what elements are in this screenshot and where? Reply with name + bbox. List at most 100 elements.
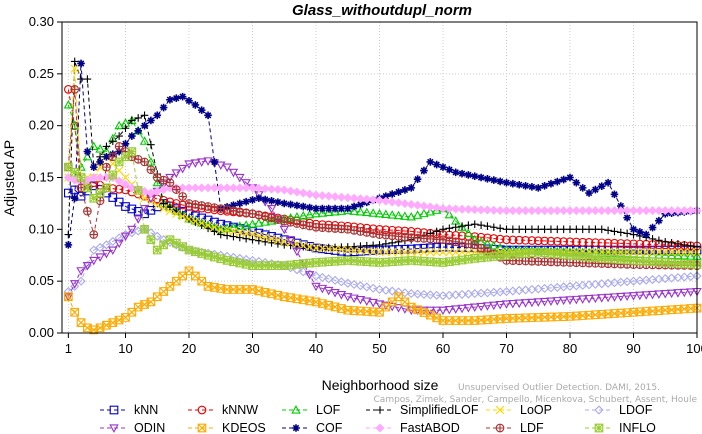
- data-point-ldof: [457, 289, 467, 300]
- data-point-ldof: [451, 290, 461, 300]
- data-point-simplifiedlof: [83, 75, 92, 83]
- data-point-fastabod: [190, 183, 200, 193]
- data-point-fastabod: [241, 183, 251, 193]
- data-point-cof: [642, 230, 650, 239]
- data-point-cof: [464, 171, 473, 179]
- data-point-lof: [463, 228, 474, 238]
- data-point-loop: [622, 247, 632, 257]
- data-point-ldof: [476, 288, 486, 298]
- data-point-cof: [407, 184, 416, 192]
- x-tick-label: 30: [245, 341, 259, 356]
- series-knnw: [63, 85, 702, 251]
- data-point-simplifiedlof: [363, 241, 371, 250]
- data-point-loop: [159, 204, 168, 213]
- legend-label: ODIN: [134, 421, 165, 434]
- data-point-loop: [635, 247, 645, 257]
- data-point-simplifiedlof: [578, 225, 587, 234]
- data-point-ldof: [311, 271, 321, 281]
- data-point-fastabod: [336, 192, 346, 202]
- data-point-knnw: [578, 237, 588, 247]
- data-point-simplifiedlof: [610, 227, 619, 236]
- data-point-loop: [438, 247, 448, 257]
- data-point-simplifiedlof: [540, 225, 549, 234]
- data-point-fastabod: [508, 206, 518, 216]
- data-point-cof: [331, 204, 339, 213]
- data-point-fastabod: [286, 186, 296, 196]
- data-point-loop: [686, 247, 695, 257]
- data-point-ldof: [89, 245, 99, 255]
- data-point-simplifiedlof: [534, 225, 543, 234]
- data-point-cof: [286, 200, 295, 209]
- data-point-loop: [356, 246, 365, 256]
- data-point-fastabod: [222, 183, 232, 193]
- data-point-ldf: [165, 178, 175, 188]
- data-point-knnw: [603, 238, 613, 248]
- legend-label: LoOP: [520, 403, 552, 417]
- x-tick-label: 90: [626, 341, 640, 356]
- data-point-cof: [64, 241, 73, 249]
- data-point-cof: [515, 180, 523, 189]
- data-point-fastabod: [590, 206, 600, 216]
- data-point-fastabod: [540, 206, 550, 216]
- data-point-fastabod: [209, 183, 219, 193]
- data-point-simplifiedlof: [483, 222, 492, 231]
- series-inflo: [64, 147, 702, 270]
- data-point-loop: [203, 220, 213, 230]
- data-point-simplifiedlof: [369, 241, 377, 250]
- data-point-cof: [401, 186, 409, 194]
- data-point-odin: [292, 247, 302, 257]
- data-point-inflo: [457, 255, 467, 265]
- y-tick-label: 0.00: [29, 325, 54, 340]
- data-point-cof: [204, 111, 212, 120]
- data-point-loop: [267, 234, 276, 244]
- data-point-lof: [393, 210, 404, 220]
- data-point-cof: [388, 190, 396, 198]
- data-point-ldof: [381, 285, 391, 295]
- data-point-cof: [197, 106, 206, 114]
- data-point-ldof: [444, 290, 454, 300]
- data-point-cof: [432, 160, 441, 169]
- data-point-loop: [451, 247, 460, 257]
- data-point-loop: [368, 247, 378, 256]
- data-point-ldof: [368, 283, 378, 293]
- data-point-cof: [318, 204, 327, 213]
- data-point-simplifiedlof: [229, 232, 238, 241]
- data-point-inflo: [159, 240, 168, 250]
- x-axis-label: Neighborhood size: [322, 377, 439, 393]
- data-point-odin: [425, 306, 436, 316]
- data-point-fastabod: [89, 172, 99, 183]
- legend-marker-fastabod: [375, 423, 385, 433]
- data-point-ldof: [419, 289, 429, 300]
- data-point-knnw: [635, 239, 645, 249]
- data-point-cof: [655, 216, 663, 225]
- data-point-inflo: [527, 248, 537, 258]
- data-point-odin: [666, 289, 677, 299]
- legend-item-cof: COF: [282, 421, 343, 434]
- data-point-knnw: [597, 238, 607, 248]
- legend-marker-inflo: [594, 423, 604, 433]
- series-simplifiedlof: [64, 57, 701, 252]
- data-point-cof: [597, 182, 606, 190]
- data-point-lof: [260, 217, 270, 226]
- y-axis: 0.00 0.05 0.10 0.15 0.20 0.25 0.30: [29, 14, 62, 340]
- data-point-fastabod: [603, 206, 613, 216]
- data-point-loop: [153, 200, 162, 210]
- data-point-odin: [590, 294, 601, 304]
- series-line-inflo: [67, 150, 698, 267]
- data-point-simplifiedlof: [623, 229, 631, 238]
- data-point-odin: [660, 290, 670, 299]
- data-point-ldof: [413, 289, 423, 299]
- data-point-lof: [95, 144, 105, 153]
- data-point-odin: [609, 293, 620, 302]
- x-tick-label: 100: [686, 341, 702, 356]
- data-point-cof: [528, 183, 536, 191]
- data-point-cof: [458, 169, 466, 178]
- data-point-loop: [394, 247, 403, 257]
- data-point-inflo: [76, 173, 86, 182]
- data-point-odin: [196, 158, 207, 167]
- data-point-loop: [413, 247, 422, 257]
- data-point-odin: [673, 289, 683, 298]
- data-point-cof: [451, 168, 460, 177]
- data-point-simplifiedlof: [553, 225, 562, 234]
- data-point-lof: [241, 220, 251, 229]
